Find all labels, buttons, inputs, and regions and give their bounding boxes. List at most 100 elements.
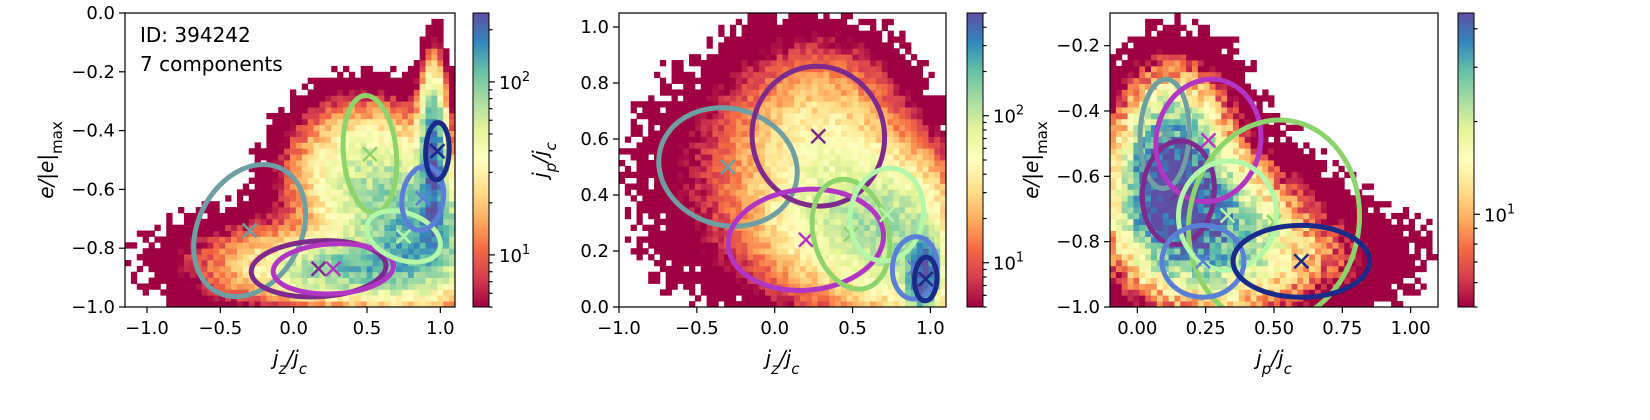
- histogram-cell: [437, 148, 444, 155]
- histogram-cell: [266, 218, 273, 226]
- histogram-cell: [1192, 101, 1199, 108]
- histogram-cell: [694, 224, 702, 231]
- histogram-cell: [407, 77, 415, 84]
- histogram-cell: [741, 65, 748, 73]
- histogram-cell: [290, 212, 297, 220]
- histogram-cell: [922, 118, 929, 126]
- histogram-cell: [1121, 118, 1128, 126]
- histogram-cell: [366, 259, 373, 267]
- histogram-cell: [236, 283, 244, 290]
- histogram-cell: [794, 42, 801, 49]
- histogram-cell: [1180, 271, 1187, 278]
- histogram-cell: [1215, 177, 1222, 184]
- histogram-cell: [706, 60, 713, 67]
- component-mean-marker-2: [310, 260, 327, 277]
- histogram-cell: [425, 277, 432, 284]
- histogram-cell: [1156, 283, 1164, 290]
- histogram-cell: [729, 277, 737, 284]
- histogram-cell: [183, 295, 191, 302]
- histogram-cell: [396, 112, 403, 120]
- histogram-cell: [735, 65, 743, 73]
- histogram-cell: [665, 248, 672, 255]
- histogram-cell: [665, 230, 672, 237]
- histogram-cell: [242, 201, 250, 208]
- histogram-cell: [1139, 42, 1146, 49]
- histogram-cell: [905, 160, 912, 167]
- histogram-cell: [724, 154, 731, 161]
- histogram-cell: [805, 71, 813, 79]
- histogram-cell: [753, 24, 760, 32]
- histogram-cell: [706, 254, 713, 261]
- histogram-cell: [864, 30, 871, 37]
- histogram-cell: [183, 277, 191, 284]
- histogram-cell: [875, 89, 883, 96]
- histogram-cell: [852, 171, 859, 179]
- histogram-cell: [384, 124, 391, 131]
- histogram-cell: [858, 230, 865, 237]
- histogram-cell: [325, 277, 332, 284]
- histogram-cell: [337, 154, 344, 161]
- histogram-cell: [425, 60, 432, 67]
- histogram-cell: [683, 177, 690, 184]
- histogram-cell: [390, 160, 397, 167]
- histogram-cell: [770, 277, 778, 284]
- histogram-cell: [1168, 154, 1175, 161]
- histogram-cell: [183, 271, 191, 278]
- histogram-cell: [354, 189, 362, 196]
- histogram-cell: [706, 207, 713, 214]
- histogram-cell: [160, 265, 167, 273]
- histogram-cell: [759, 265, 766, 273]
- histogram-cell: [800, 48, 807, 55]
- histogram-cell: [378, 259, 385, 267]
- histogram-cell: [1127, 54, 1134, 61]
- histogram-cell: [747, 13, 754, 20]
- histogram-cell: [770, 154, 778, 161]
- histogram-cell: [905, 165, 912, 173]
- histogram-cell: [384, 189, 391, 196]
- histogram-cell: [689, 71, 696, 79]
- histogram-cell: [1192, 277, 1199, 284]
- histogram-cell: [348, 83, 356, 90]
- histogram-cell: [254, 295, 261, 302]
- histogram-cell: [1145, 207, 1152, 214]
- histogram-cell: [354, 218, 362, 226]
- histogram-cell: [384, 218, 391, 226]
- histogram-cell: [940, 118, 946, 126]
- histogram-cell: [829, 277, 836, 284]
- histogram-cell: [449, 271, 455, 278]
- histogram-cell: [852, 230, 859, 237]
- histogram-cell: [413, 95, 421, 102]
- histogram-cell: [1121, 230, 1128, 237]
- histogram-cell: [694, 277, 702, 284]
- histogram-cell: [776, 148, 783, 155]
- histogram-cell: [272, 154, 279, 161]
- histogram-cell: [301, 136, 309, 143]
- histogram-cell: [348, 277, 356, 284]
- histogram-cell: [677, 77, 684, 84]
- histogram-cell: [1215, 212, 1222, 220]
- histogram-cell: [846, 83, 853, 90]
- histogram-cell: [319, 212, 326, 220]
- histogram-cell: [443, 148, 450, 155]
- histogram-cell: [788, 136, 795, 143]
- histogram-cell: [835, 54, 842, 61]
- histogram-cell: [887, 277, 894, 284]
- histogram-cell: [278, 160, 285, 167]
- histogram-cell: [1215, 42, 1222, 49]
- histogram-cell: [1209, 283, 1216, 290]
- histogram-cell: [689, 136, 696, 143]
- histogram-cell: [1168, 65, 1175, 73]
- histogram-cell: [782, 265, 789, 273]
- histogram-cell: [301, 259, 309, 267]
- histogram-cell: [718, 295, 725, 302]
- histogram-cell: [1203, 24, 1210, 32]
- histogram-cell: [706, 195, 713, 202]
- histogram-cell: [718, 42, 725, 49]
- histogram-cell: [782, 83, 789, 90]
- histogram-cell: [331, 165, 338, 173]
- histogram-cell: [425, 148, 432, 155]
- histogram-cell: [407, 254, 415, 261]
- histogram-cell: [823, 254, 830, 261]
- histogram-cell: [747, 71, 754, 79]
- histogram-cell: [219, 301, 226, 307]
